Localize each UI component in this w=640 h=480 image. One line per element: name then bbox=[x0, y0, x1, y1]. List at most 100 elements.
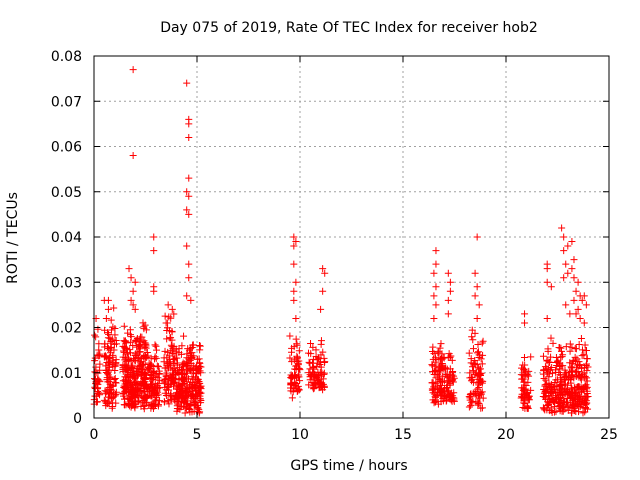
data-point bbox=[92, 333, 100, 341]
data-point bbox=[438, 350, 446, 358]
data-point bbox=[543, 278, 551, 286]
data-point bbox=[106, 389, 114, 397]
data-point bbox=[312, 346, 320, 354]
data-point bbox=[129, 287, 137, 295]
data-point bbox=[288, 394, 296, 402]
data-point bbox=[151, 397, 159, 405]
x-axis-label: GPS time / hours bbox=[290, 458, 407, 474]
data-point bbox=[557, 344, 565, 352]
data-point bbox=[127, 296, 135, 304]
data-point bbox=[574, 305, 582, 313]
data-point bbox=[122, 361, 130, 369]
data-point bbox=[321, 269, 329, 277]
data-point bbox=[521, 319, 529, 327]
data-point bbox=[543, 314, 551, 322]
data-point bbox=[560, 274, 568, 282]
data-point bbox=[447, 389, 455, 397]
x-tick-label: 5 bbox=[193, 427, 202, 443]
data-point bbox=[174, 385, 182, 393]
data-point bbox=[564, 269, 572, 277]
data-point bbox=[572, 287, 580, 295]
data-point bbox=[146, 363, 154, 371]
data-point bbox=[106, 358, 114, 366]
data-point bbox=[467, 377, 475, 385]
data-point bbox=[174, 405, 182, 413]
data-point bbox=[313, 373, 321, 381]
data-point bbox=[469, 336, 477, 344]
data-point bbox=[554, 357, 562, 365]
data-point bbox=[522, 381, 530, 389]
data-point bbox=[553, 376, 561, 384]
data-point bbox=[111, 392, 119, 400]
data-point bbox=[105, 355, 113, 363]
data-point bbox=[572, 401, 580, 409]
data-point bbox=[129, 301, 137, 309]
data-point bbox=[564, 402, 572, 410]
data-point bbox=[524, 404, 532, 412]
x-tick-label: 10 bbox=[291, 427, 309, 443]
data-point bbox=[93, 351, 101, 359]
data-point bbox=[127, 385, 135, 393]
data-point bbox=[136, 337, 144, 345]
data-point bbox=[292, 335, 300, 343]
x-tick-labels: 0 5 10 15 20 25 bbox=[90, 427, 618, 443]
data-point bbox=[305, 358, 313, 366]
data-point bbox=[542, 376, 550, 384]
data-point bbox=[131, 394, 139, 402]
data-point bbox=[175, 394, 183, 402]
data-point bbox=[102, 314, 110, 322]
data-point bbox=[145, 359, 153, 367]
data-point bbox=[540, 367, 548, 375]
data-point bbox=[153, 346, 161, 354]
data-point bbox=[165, 313, 173, 321]
data-point bbox=[168, 349, 176, 357]
data-point bbox=[141, 343, 149, 351]
data-point bbox=[465, 403, 473, 411]
data-point bbox=[318, 379, 326, 387]
data-point bbox=[120, 322, 128, 330]
data-point bbox=[168, 305, 176, 313]
data-point bbox=[109, 323, 117, 331]
data-point bbox=[290, 378, 298, 386]
data-point bbox=[428, 361, 436, 369]
data-point bbox=[191, 395, 199, 403]
x-tick-label: 25 bbox=[600, 427, 618, 443]
data-point bbox=[431, 393, 439, 401]
data-point bbox=[151, 341, 159, 349]
data-point bbox=[183, 361, 191, 369]
data-point bbox=[290, 260, 298, 268]
data-point bbox=[582, 301, 590, 309]
data-point bbox=[446, 381, 454, 389]
data-point bbox=[149, 376, 157, 384]
data-point bbox=[189, 366, 197, 374]
data-point bbox=[567, 375, 575, 383]
data-point bbox=[317, 305, 325, 313]
y-tick-label: 0.04 bbox=[51, 230, 82, 246]
data-point bbox=[309, 385, 317, 393]
data-point bbox=[131, 305, 139, 313]
data-point bbox=[183, 375, 191, 383]
data-point bbox=[577, 364, 585, 372]
data-point bbox=[583, 377, 591, 385]
data-point bbox=[548, 363, 556, 371]
data-point bbox=[183, 79, 191, 87]
data-point bbox=[161, 364, 169, 372]
data-point bbox=[433, 391, 441, 399]
data-point bbox=[570, 296, 578, 304]
data-point bbox=[478, 379, 486, 387]
data-point bbox=[583, 347, 591, 355]
data-point bbox=[473, 314, 481, 322]
data-point bbox=[293, 362, 301, 370]
data-point bbox=[473, 233, 481, 241]
data-point bbox=[539, 404, 547, 412]
data-point bbox=[95, 340, 103, 348]
data-point bbox=[467, 390, 475, 398]
data-point bbox=[319, 265, 327, 273]
data-point bbox=[437, 340, 445, 348]
data-point bbox=[112, 379, 120, 387]
data-point bbox=[444, 310, 452, 318]
data-point bbox=[478, 388, 486, 396]
data-point bbox=[583, 367, 591, 375]
data-point bbox=[163, 359, 171, 367]
data-point bbox=[442, 387, 450, 395]
